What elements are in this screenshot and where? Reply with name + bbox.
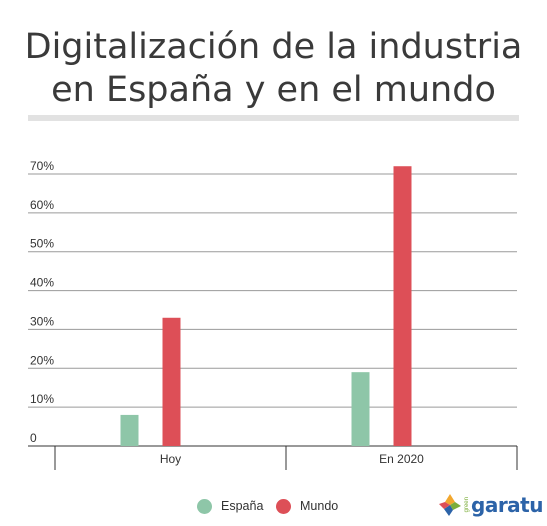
y-tick-label: 60%: [30, 198, 54, 212]
legend-swatch-mundo: [276, 498, 291, 514]
y-tick-label: 20%: [30, 353, 54, 367]
logo-mark-icon: [439, 494, 461, 516]
y-tick-label: 50%: [30, 237, 54, 251]
bar-mundo-1: [393, 166, 412, 446]
bar-espana-0: [120, 414, 139, 446]
x-category-label: Hoy: [160, 452, 181, 466]
bar-chart: 0 10% 20% 30% 40% 50% 60% 70% Hoy En 2020: [28, 159, 518, 470]
y-tick-label: 40%: [30, 276, 54, 290]
y-tick-label: 0: [30, 431, 37, 445]
legend-item-espana: España: [197, 495, 263, 517]
y-tick-label: 30%: [30, 314, 54, 328]
garatu-logo: green garatu: [437, 490, 543, 520]
logo-small-text: green: [464, 497, 470, 513]
legend-swatch-espana: [197, 498, 212, 514]
x-category-label: En 2020: [379, 452, 424, 466]
logo-text: garatu: [471, 493, 543, 517]
legend-label-mundo: Mundo: [300, 499, 339, 513]
title-underline: [28, 115, 519, 121]
chart-title: Digitalización de la industria en España…: [0, 26, 547, 112]
title-line-2: en España y en el mundo: [51, 70, 496, 110]
title-line-1: Digitalización de la industria: [24, 27, 523, 67]
legend: España Mundo: [0, 495, 547, 517]
legend-item-mundo: Mundo: [276, 495, 338, 517]
bar-mundo-0: [162, 317, 181, 446]
y-tick-label: 70%: [30, 159, 54, 173]
bar-espana-1: [351, 372, 370, 446]
y-tick-label: 10%: [30, 392, 54, 406]
legend-label-espana: España: [221, 499, 264, 513]
